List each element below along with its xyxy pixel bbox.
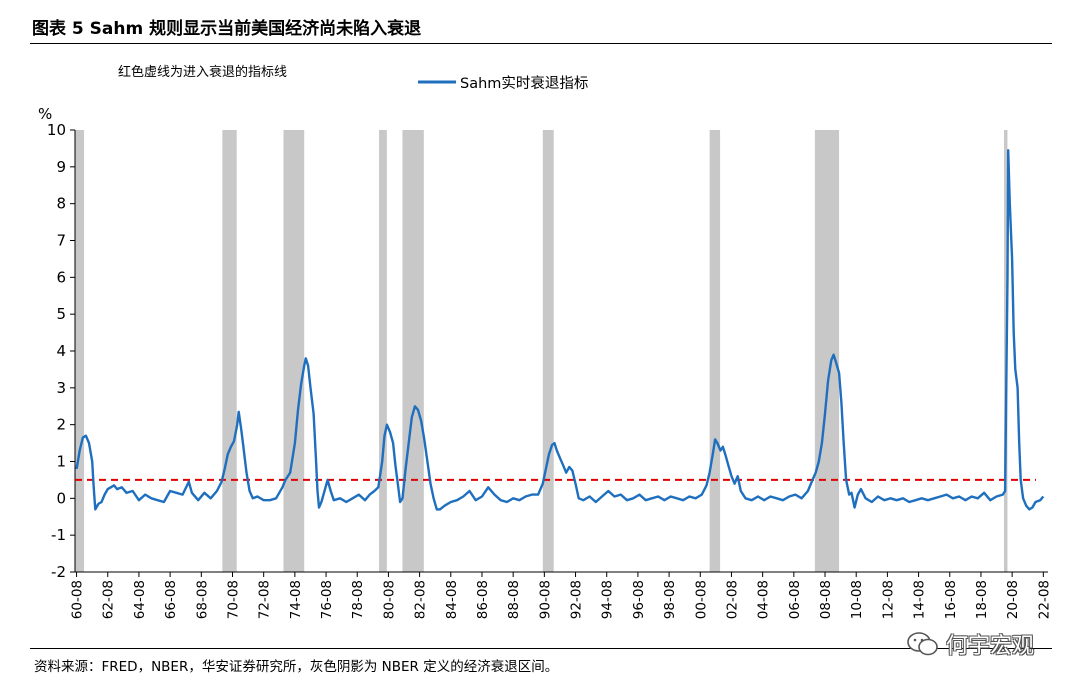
watermark-text: 何宇宏观	[946, 634, 1035, 659]
y-tick-label: 10	[47, 121, 66, 139]
y-tick-label: 9	[56, 158, 66, 176]
x-tick-label: 00-08	[693, 580, 709, 619]
recession-band-7	[709, 130, 721, 572]
y-tick-label: 1	[56, 453, 66, 471]
x-tick-label: 88-08	[506, 580, 522, 619]
x-tick-label: 78-08	[350, 580, 366, 619]
y-tick-label: 2	[56, 416, 66, 434]
x-tick-label: 62-08	[101, 580, 117, 619]
x-tick-label: 60-08	[70, 580, 86, 619]
x-tick-label: 04-08	[756, 580, 772, 619]
x-tick-label: 06-08	[787, 580, 803, 619]
x-tick-label: 68-08	[194, 580, 210, 619]
recession-shading	[75, 130, 1008, 572]
x-tick-label: 08-08	[818, 580, 834, 619]
recession-band-4	[379, 130, 387, 572]
x-tick-label: 94-08	[600, 580, 616, 619]
x-tick-label: 20-08	[1005, 580, 1021, 619]
x-tick-label: 72-08	[257, 580, 273, 619]
x-tick-label: 96-08	[631, 580, 647, 619]
y-tick-label: 3	[56, 379, 66, 397]
x-tick-label: 80-08	[381, 580, 397, 619]
recession-band-2	[222, 130, 237, 572]
x-tick-label: 82-08	[413, 580, 429, 619]
y-tick-label: 8	[56, 195, 66, 213]
x-tick-label: 76-08	[319, 580, 335, 619]
x-tick-label: 12-08	[880, 580, 896, 619]
recession-band-3	[283, 130, 305, 572]
x-tick-label: 14-08	[912, 580, 928, 619]
y-tick-label: 6	[56, 268, 66, 286]
x-tick-label: 86-08	[475, 580, 491, 619]
series-layer	[75, 149, 1045, 511]
x-tick-label: 18-08	[974, 580, 990, 619]
source-note: 资料来源：FRED，NBER，华安证券研究所，灰色阴影为 NBER 定义的经济衰…	[34, 659, 559, 675]
threshold-annotation: 红色虚线为进入衰退的指标线	[118, 64, 287, 80]
x-tick-label: 74-08	[288, 580, 304, 619]
recession-band-1	[75, 130, 85, 572]
y-tick-label: -1	[51, 526, 66, 544]
x-tick-label: 84-08	[444, 580, 460, 619]
x-tick-label: 92-08	[569, 580, 585, 619]
figure-title: 图表 5 Sahm 规则显示当前美国经济尚未陷入衰退	[32, 19, 422, 39]
y-tick-label: 5	[56, 305, 66, 323]
x-tick-label: 16-08	[943, 580, 959, 619]
recession-band-6	[542, 130, 554, 572]
series-line-sahm	[75, 149, 1045, 511]
source-rule	[30, 648, 1052, 649]
y-tick-label: -2	[51, 563, 66, 581]
title-rule	[30, 43, 1052, 44]
x-tick-label: 10-08	[849, 580, 865, 619]
chart-labels: 红色虚线为进入衰退的指标线 Sahm实时衰退指标 %	[38, 64, 588, 123]
x-tick-label: 02-08	[724, 580, 740, 619]
y-axis-unit-label: %	[38, 105, 52, 123]
x-tick-label: 66-08	[163, 580, 179, 619]
x-tick-label: 70-08	[225, 580, 241, 619]
wechat-icon	[907, 632, 938, 656]
y-tick-label: 7	[56, 232, 66, 250]
recession-band-8	[814, 130, 840, 572]
x-tick-label: 64-08	[132, 580, 148, 619]
legend: Sahm实时衰退指标	[418, 75, 588, 92]
x-tick-label: 22-08	[1036, 580, 1052, 619]
axes: -2 -1 0 1 2 3 4 5 6 7 8 9 10 60-08 62-08 64-08 66-08 68-0…	[47, 121, 1052, 619]
watermark: 何宇宏观	[906, 628, 1034, 660]
x-tick-label: 90-08	[537, 580, 553, 619]
recession-band-5	[402, 130, 424, 572]
y-tick-label: 0	[56, 489, 66, 507]
y-tick-label: 4	[56, 342, 66, 360]
legend-label: Sahm实时衰退指标	[460, 75, 588, 92]
x-tick-label: 98-08	[662, 580, 678, 619]
